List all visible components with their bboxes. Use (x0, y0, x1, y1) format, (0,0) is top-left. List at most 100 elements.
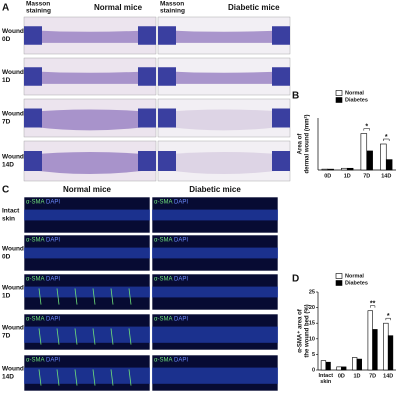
x-tick-label: 14D (383, 373, 393, 379)
sma-signal (56, 288, 60, 305)
bar (356, 358, 362, 371)
legend-swatch (335, 97, 343, 103)
x-tick-label: 1D (353, 373, 360, 379)
y-tick-label: 10 (309, 336, 315, 342)
bar (321, 168, 329, 171)
significance-bracket (383, 138, 390, 141)
dapi-band (24, 367, 150, 384)
sma-signal (128, 369, 132, 386)
sma-signal (92, 369, 96, 386)
legend-swatch (335, 90, 343, 96)
stain-label: DAPI (46, 317, 60, 323)
y-axis-label: α-SMA⁺ area of (297, 308, 304, 353)
dapi-band (24, 286, 150, 298)
bar (327, 168, 334, 171)
row-label: 0D (2, 254, 11, 261)
legend-label: Normal (345, 273, 364, 279)
panel-label: D (292, 274, 299, 285)
row-label: skin (2, 216, 15, 223)
stain-label: α-SMA (26, 277, 44, 283)
y-tick-label: 20 (309, 305, 315, 311)
bar (387, 335, 394, 371)
stain-label: DAPI (174, 200, 188, 206)
stain-label: DAPI (46, 277, 60, 283)
row-label: Wound (2, 69, 24, 76)
stain-label: α-SMA (26, 200, 44, 206)
bar (360, 133, 368, 171)
legend-label: Normal (345, 90, 364, 96)
stain-label: α-SMA (154, 200, 172, 206)
legend-swatch (335, 280, 343, 286)
significance-label: ** (370, 301, 376, 308)
y-axis-label: Area of (298, 133, 304, 155)
tissue (24, 29, 156, 43)
tissue-edge (138, 151, 156, 171)
row-label: Wound (2, 28, 24, 35)
significance-bracket (385, 317, 391, 321)
tissue-edge (138, 108, 156, 128)
y-tick-label: 5 (312, 352, 315, 358)
sma-signal (128, 328, 132, 345)
tissue-edge (272, 108, 290, 128)
sma-signal (38, 328, 42, 345)
stain-label: α-SMA (154, 277, 172, 283)
sma-signal (74, 369, 78, 386)
dapi-band (152, 209, 278, 221)
stain-label: DAPI (174, 317, 188, 323)
row-label: Intact (2, 208, 20, 215)
tissue-edge (158, 26, 176, 45)
significance-label: * (365, 123, 368, 130)
row-label: 1D (2, 293, 11, 300)
bar (380, 143, 387, 171)
stain-label: α-SMA (154, 238, 172, 244)
x-tick-label: 7D (369, 373, 376, 379)
stain-label: DAPI (174, 277, 188, 283)
significance-label: * (387, 313, 390, 320)
stain-label: α-SMA (154, 358, 172, 364)
tissue-edge (138, 67, 156, 86)
sma-signal (74, 328, 78, 345)
tissue-edge (158, 67, 176, 86)
panel-label: B (292, 91, 299, 102)
method-label: staining (26, 8, 51, 15)
tissue-edge (158, 108, 176, 128)
column-header: Diabetic mice (228, 3, 280, 12)
bar (372, 329, 378, 371)
method-label: Masson (160, 1, 184, 8)
bar (346, 167, 354, 171)
method-label: staining (160, 8, 185, 15)
bar (385, 159, 393, 171)
bar (367, 310, 373, 371)
tissue-edge (158, 151, 176, 171)
row-label: 7D (2, 119, 11, 126)
dapi-band (24, 209, 150, 221)
method-label: Masson (26, 1, 50, 8)
dapi-band (152, 326, 278, 343)
bar (325, 361, 331, 371)
sma-signal (74, 288, 78, 305)
stain-label: DAPI (46, 358, 60, 364)
bar (366, 150, 373, 171)
y-axis-label: dermal wound (mm²) (304, 114, 311, 173)
row-label: Wound (2, 246, 24, 253)
row-label: Wound (2, 325, 24, 332)
tissue (24, 152, 156, 174)
bar (341, 366, 347, 371)
stain-label: DAPI (46, 238, 60, 244)
sma-signal (56, 328, 60, 345)
stain-label: DAPI (174, 238, 188, 244)
x-tick-label: 14D (381, 173, 391, 179)
sma-signal (38, 369, 42, 386)
row-label: 0D (2, 36, 11, 43)
row-label: Wound (2, 366, 24, 373)
sma-signal (56, 369, 60, 386)
y-tick-label: 0 (312, 367, 315, 373)
x-tick-label: 0D (324, 173, 331, 179)
significance-label: * (385, 134, 388, 141)
tissue-edge (24, 26, 42, 45)
x-tick-label: 0D (338, 373, 345, 379)
y-tick-label: 25 (309, 289, 315, 295)
tissue-edge (24, 151, 42, 171)
